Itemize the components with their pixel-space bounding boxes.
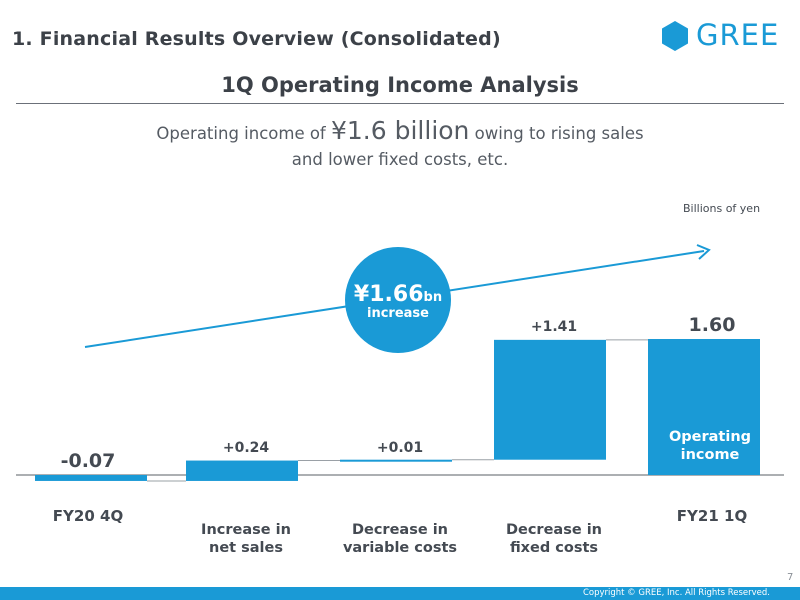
- bar-1: [186, 460, 298, 481]
- value-label-2: +0.01: [377, 440, 423, 456]
- bar-3: [494, 339, 606, 460]
- category-label-1: Increase in net sales: [201, 522, 291, 556]
- value-label-0: -0.07: [61, 450, 116, 472]
- headline-emphasis: ¥1.6 billion: [331, 116, 470, 145]
- logo-text: GREE: [696, 18, 780, 52]
- subtitle-divider: [16, 103, 784, 104]
- increase-callout: [345, 247, 451, 353]
- trend-arrow-head-icon: [696, 244, 711, 260]
- value-label-3: +1.41: [531, 319, 577, 335]
- slide-subtitle: 1Q Operating Income Analysis: [221, 73, 579, 97]
- hexagon-logo-icon: [662, 21, 688, 51]
- category-label-4: FY21 1Q: [677, 507, 747, 525]
- value-label-1: +0.24: [223, 440, 270, 456]
- headline: Operating income of ¥1.6 billion owing t…: [0, 118, 800, 173]
- headline-line-2: and lower fixed costs, etc.: [291, 150, 509, 169]
- callout-amount: ¥1.66bn: [354, 282, 442, 307]
- page-title: 1. Financial Results Overview (Consolida…: [12, 28, 501, 50]
- copyright-text: Copyright © GREE, Inc. All Rights Reserv…: [582, 588, 770, 598]
- value-label-4: 1.60: [689, 314, 736, 336]
- category-label-2: Decrease in variable costs: [343, 522, 457, 556]
- category-label-0: FY20 4Q: [53, 507, 123, 525]
- callout-text: increase: [367, 306, 429, 321]
- bar-2: [340, 459, 452, 462]
- bar-4: [648, 339, 760, 475]
- footer-bar: Copyright © GREE, Inc. All Rights Reserv…: [0, 587, 800, 600]
- category-label-3: Decrease in fixed costs: [506, 522, 602, 556]
- final-bar-label: Operating income: [669, 429, 751, 463]
- gree-logo: GREE: [660, 18, 780, 52]
- page-number: 7: [787, 572, 794, 583]
- headline-line-1: Operating income of ¥1.6 billion owing t…: [156, 116, 644, 145]
- units-label: Billions of yen: [683, 202, 761, 215]
- bar-0: [35, 475, 147, 481]
